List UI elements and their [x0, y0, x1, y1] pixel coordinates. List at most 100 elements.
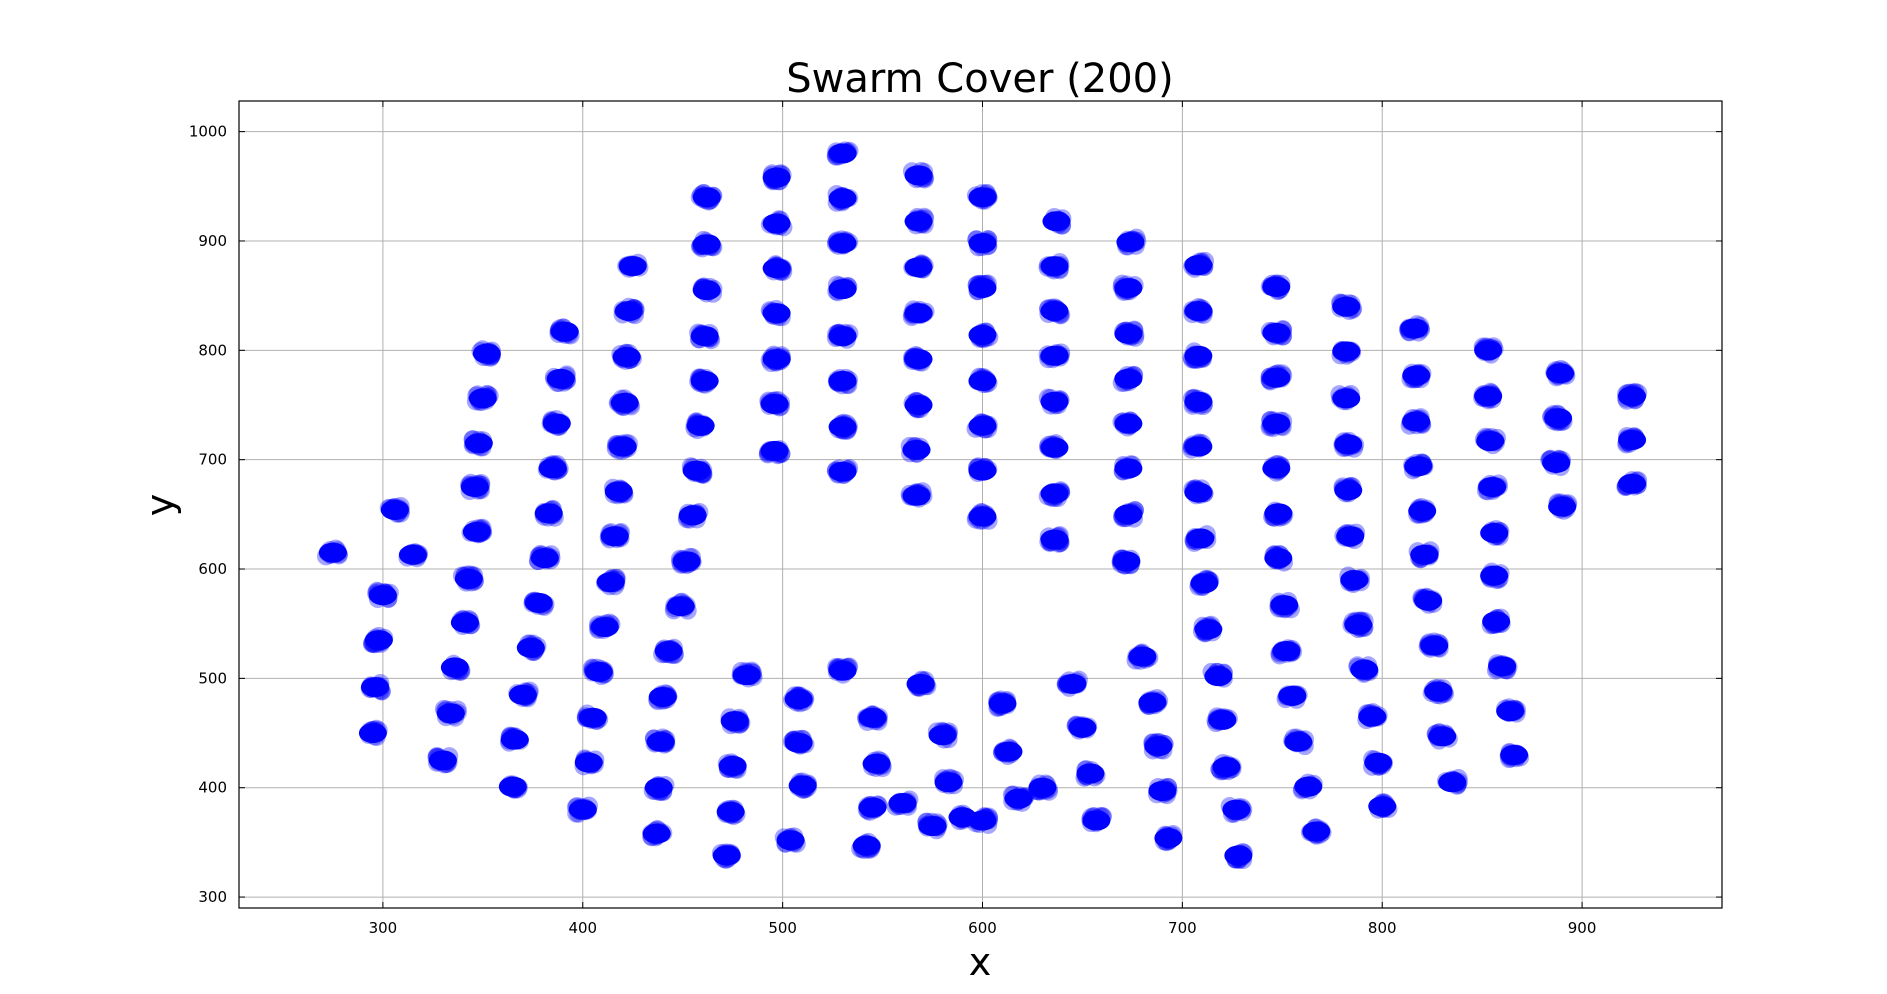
swarm-cluster-core	[1364, 752, 1393, 773]
swarm-cluster-core	[858, 797, 887, 818]
swarm-cluster-core	[968, 810, 997, 831]
data-point	[642, 820, 673, 847]
y-tick-label: 500	[198, 669, 227, 687]
data-point	[1002, 785, 1035, 812]
data-point	[471, 340, 502, 367]
data-point	[774, 827, 806, 853]
swarm-cluster-core	[1148, 780, 1177, 801]
data-point	[1262, 454, 1291, 482]
data-point	[1112, 274, 1144, 301]
swarm-cluster-core	[440, 657, 469, 678]
swarm-cluster-core	[600, 526, 629, 547]
swarm-cluster-core	[904, 211, 933, 232]
swarm-cluster-core	[648, 686, 677, 707]
swarm-cluster-core	[1344, 614, 1373, 635]
swarm-cluster-core	[762, 167, 791, 188]
plot-frame	[238, 100, 1723, 909]
swarm-cluster-core	[614, 300, 643, 321]
swarm-cluster-core	[1114, 368, 1143, 389]
data-point	[516, 634, 547, 662]
swarm-cluster-core	[918, 815, 947, 836]
data-point	[1038, 343, 1071, 369]
x-tick-label: 700	[1168, 919, 1197, 937]
swarm-cluster-core	[1480, 522, 1509, 543]
data-point	[826, 230, 859, 255]
swarm-cluster-core	[604, 481, 633, 502]
data-point	[1617, 426, 1647, 454]
swarm-cluster-core	[1040, 256, 1069, 277]
data-point	[1038, 388, 1070, 415]
data-point	[828, 413, 858, 440]
swarm-cluster-core	[538, 458, 567, 479]
data-point	[903, 391, 933, 419]
data-point	[1075, 760, 1106, 787]
data-point	[1412, 587, 1443, 614]
data-point	[1260, 364, 1293, 391]
data-point	[1480, 562, 1510, 589]
data-point	[1408, 541, 1440, 569]
data-point	[648, 684, 678, 711]
data-points	[316, 141, 1648, 870]
swarm-cluster-core	[642, 823, 671, 844]
swarm-cluster-core	[454, 568, 483, 589]
data-point	[466, 385, 499, 412]
swarm-cluster-core	[646, 731, 675, 752]
data-point	[927, 721, 959, 749]
data-point	[1260, 410, 1293, 438]
swarm-cluster-core	[1332, 296, 1361, 317]
data-point	[827, 368, 859, 395]
swarm-cluster-core	[1040, 391, 1069, 412]
data-point	[1264, 545, 1294, 572]
data-point	[967, 274, 997, 301]
swarm-cluster-core	[968, 506, 997, 527]
data-point	[461, 518, 493, 544]
x-tick-label: 900	[1568, 919, 1597, 937]
data-point	[1182, 342, 1213, 369]
swarm-cluster-core	[1208, 709, 1237, 730]
data-point	[1027, 774, 1058, 801]
data-point	[966, 503, 998, 530]
swarm-cluster-core	[644, 777, 673, 798]
data-point	[886, 790, 919, 816]
swarm-cluster-core	[1184, 391, 1213, 412]
data-point	[782, 686, 815, 713]
data-point	[826, 459, 859, 484]
data-point	[1496, 698, 1527, 723]
swarm-cluster-core	[968, 460, 997, 481]
data-point	[902, 161, 935, 189]
swarm-cluster-core	[902, 439, 931, 460]
swarm-cluster-core	[524, 592, 553, 613]
swarm-cluster-core	[1548, 496, 1577, 517]
data-point	[606, 433, 638, 460]
swarm-cluster-core	[460, 477, 489, 498]
swarm-cluster-core	[904, 394, 933, 415]
data-point	[611, 343, 642, 370]
swarm-cluster-core	[428, 750, 457, 771]
data-point	[1138, 689, 1169, 716]
y-tick-label: 400	[198, 779, 227, 797]
swarm-cluster-core	[828, 461, 857, 482]
swarm-cluster-core	[1264, 503, 1293, 524]
swarm-cluster-core	[968, 415, 997, 436]
swarm-cluster-core	[716, 801, 745, 822]
data-point	[316, 539, 348, 566]
swarm-cluster-core	[1544, 408, 1573, 429]
data-point	[902, 300, 935, 327]
swarm-cluster-core	[1262, 367, 1291, 388]
swarm-cluster-core	[762, 213, 791, 234]
swarm-cluster-core	[828, 416, 857, 437]
swarm-cluster-core	[1402, 411, 1431, 432]
swarm-cluster-core	[1212, 756, 1241, 777]
data-point	[643, 776, 675, 802]
swarm-cluster-core	[596, 572, 625, 593]
swarm-cluster-core	[1262, 276, 1291, 297]
swarm-cluster-core	[1332, 341, 1361, 362]
data-point	[857, 795, 888, 821]
swarm-cluster-core	[472, 343, 501, 364]
data-point	[826, 323, 859, 349]
data-point	[760, 345, 792, 373]
data-point	[1189, 569, 1220, 597]
data-point	[1210, 754, 1242, 781]
swarm-cluster-core	[1488, 656, 1517, 677]
swarm-cluster-core	[516, 637, 545, 658]
